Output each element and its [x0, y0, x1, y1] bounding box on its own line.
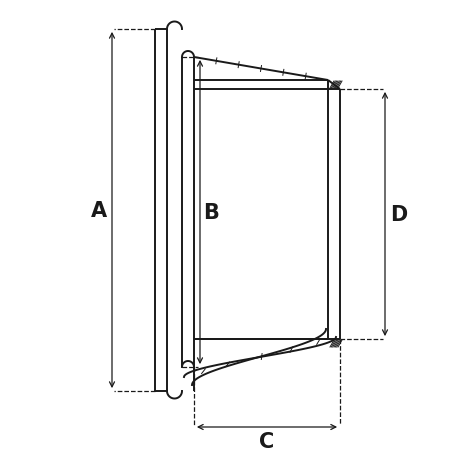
Text: C: C: [259, 431, 274, 451]
Text: A: A: [91, 201, 107, 220]
Text: D: D: [390, 205, 407, 224]
Text: B: B: [202, 202, 218, 223]
